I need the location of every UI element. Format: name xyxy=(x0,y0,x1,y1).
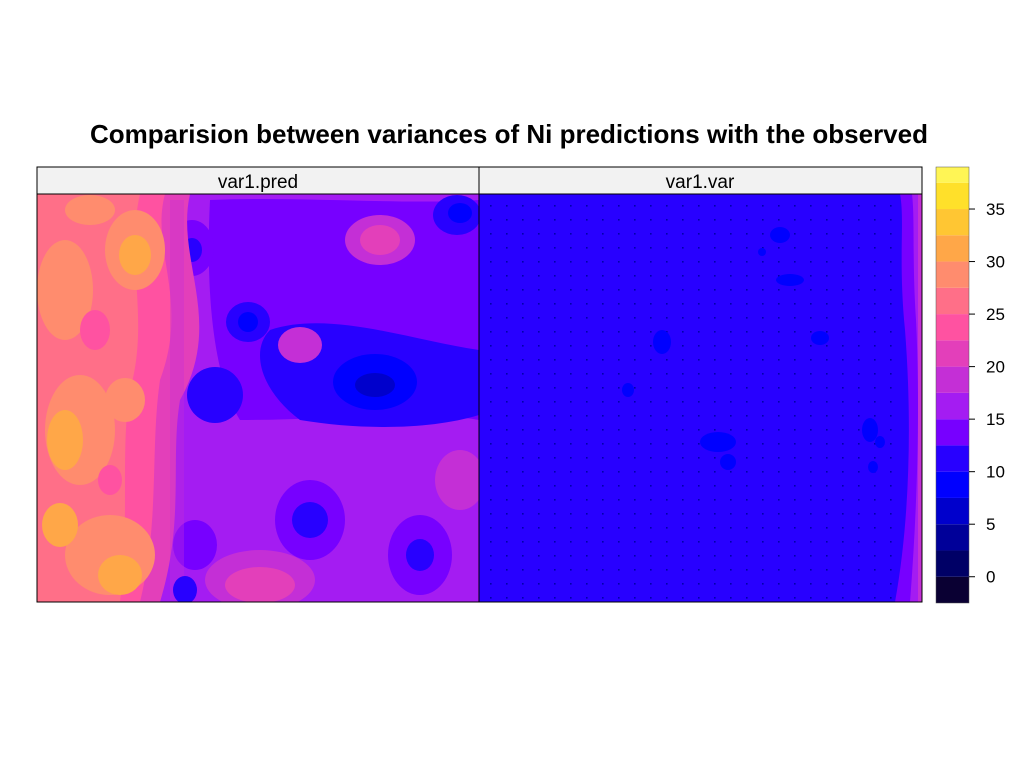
colorbar-swatch xyxy=(936,287,969,315)
colorbar-swatch xyxy=(936,419,969,446)
colorbar-ticks: 0 5 10 15 20 25 30 35 xyxy=(969,200,1005,587)
colorbar-swatch xyxy=(936,524,969,551)
strip-var1-var xyxy=(478,166,923,195)
colorbar-swatch xyxy=(936,235,969,262)
colorbar-swatch xyxy=(936,167,969,183)
colorbar-tick-label: 30 xyxy=(986,253,1005,272)
panel-frame-var1-var xyxy=(478,193,923,603)
colorbar-swatch xyxy=(936,550,969,577)
chart-title: Comparision between variances of Ni pred… xyxy=(90,119,928,149)
colorbar-swatch xyxy=(936,340,969,367)
colorbar-tick-label: 15 xyxy=(986,410,1005,429)
colorbar xyxy=(935,166,970,604)
colorbar-tick-label: 5 xyxy=(986,515,995,534)
colorbar-swatch xyxy=(936,261,969,288)
strip-var1-pred xyxy=(36,166,480,195)
colorbar-tick-label: 10 xyxy=(986,463,1005,482)
colorbar-swatch xyxy=(936,182,969,210)
colorbar-swatch xyxy=(936,471,969,498)
colorbar-swatch xyxy=(936,576,969,603)
panel-label-var1-var: var1.var xyxy=(666,172,735,193)
colorbar-tick-label: 35 xyxy=(986,200,1005,219)
colorbar-tick-label: 0 xyxy=(986,568,995,587)
colorbar-tick-label: 25 xyxy=(986,305,1005,324)
colorbar-swatch xyxy=(936,497,969,525)
dot-grid xyxy=(490,205,892,599)
heatmap-panel-var1-pred xyxy=(37,194,479,602)
colorbar-swatch xyxy=(936,392,969,420)
heatmap-panel-var1-var xyxy=(479,194,922,602)
panel-label-var1-pred: var1.pred xyxy=(218,172,298,193)
colorbar-swatch xyxy=(936,209,969,236)
colorbar-tick-label: 20 xyxy=(986,358,1005,377)
colorbar-swatch xyxy=(936,366,969,393)
colorbar-swatch xyxy=(936,445,969,472)
colorbar-swatch xyxy=(936,314,969,341)
colorbar-frame xyxy=(935,166,970,604)
